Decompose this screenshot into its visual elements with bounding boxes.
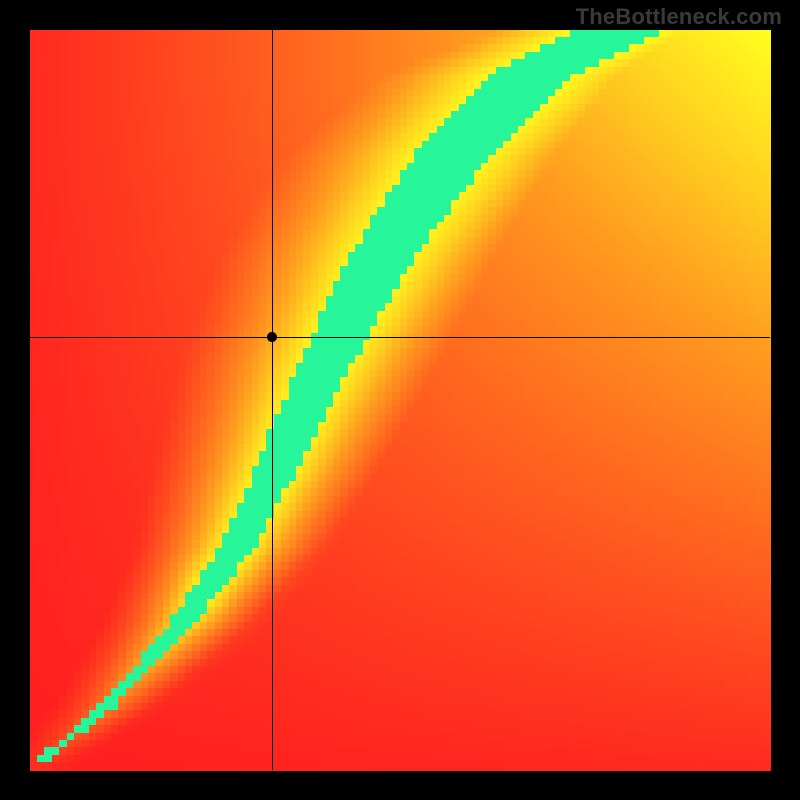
chart-container: { "watermark": { "text": "TheBottleneck.…	[0, 0, 800, 800]
watermark-text: TheBottleneck.com	[576, 4, 782, 30]
heatmap-canvas	[0, 0, 800, 800]
